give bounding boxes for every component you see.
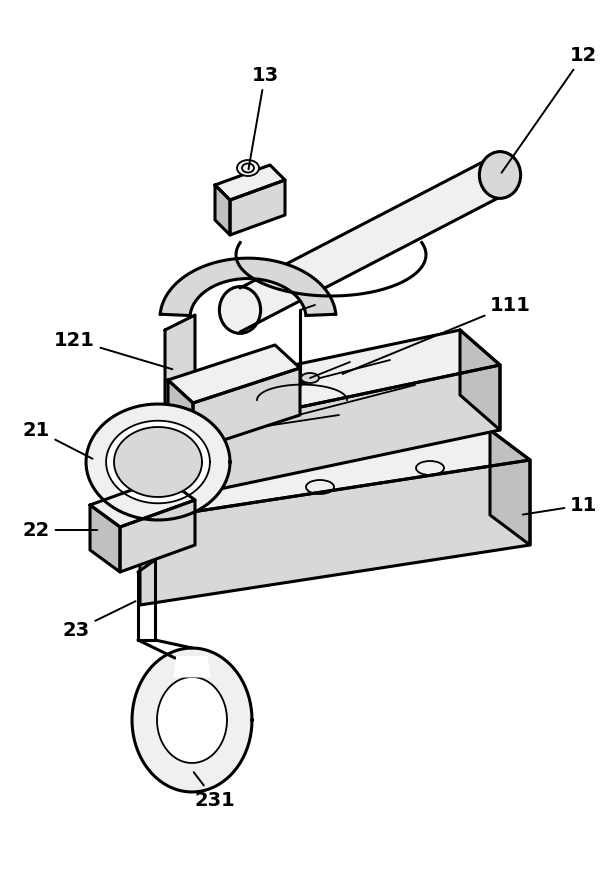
Ellipse shape bbox=[480, 151, 521, 199]
Polygon shape bbox=[114, 427, 202, 497]
Polygon shape bbox=[140, 460, 530, 605]
Polygon shape bbox=[90, 478, 195, 527]
Polygon shape bbox=[157, 677, 227, 763]
Polygon shape bbox=[240, 153, 500, 332]
Polygon shape bbox=[100, 430, 530, 520]
Text: 22: 22 bbox=[23, 520, 97, 539]
Polygon shape bbox=[120, 500, 195, 572]
Text: 21: 21 bbox=[23, 421, 92, 459]
Ellipse shape bbox=[301, 373, 319, 383]
Polygon shape bbox=[90, 505, 120, 572]
Polygon shape bbox=[106, 421, 210, 503]
Polygon shape bbox=[86, 404, 230, 520]
Polygon shape bbox=[174, 657, 210, 677]
Polygon shape bbox=[230, 180, 285, 235]
Ellipse shape bbox=[219, 287, 261, 333]
Text: 12: 12 bbox=[502, 45, 597, 173]
Polygon shape bbox=[168, 345, 300, 403]
Text: 111: 111 bbox=[343, 296, 531, 374]
Text: 13: 13 bbox=[249, 66, 279, 169]
Polygon shape bbox=[168, 380, 193, 450]
Polygon shape bbox=[215, 365, 500, 490]
Polygon shape bbox=[193, 368, 300, 450]
Polygon shape bbox=[175, 330, 500, 425]
Polygon shape bbox=[490, 430, 530, 545]
Polygon shape bbox=[215, 185, 230, 235]
Ellipse shape bbox=[237, 160, 259, 176]
Text: 11: 11 bbox=[523, 495, 597, 515]
Polygon shape bbox=[165, 315, 195, 410]
Polygon shape bbox=[160, 258, 336, 315]
Text: 23: 23 bbox=[63, 601, 136, 640]
Polygon shape bbox=[460, 330, 500, 430]
Text: 231: 231 bbox=[194, 772, 235, 810]
Polygon shape bbox=[215, 165, 285, 200]
Text: 121: 121 bbox=[54, 331, 172, 369]
Polygon shape bbox=[132, 648, 252, 792]
